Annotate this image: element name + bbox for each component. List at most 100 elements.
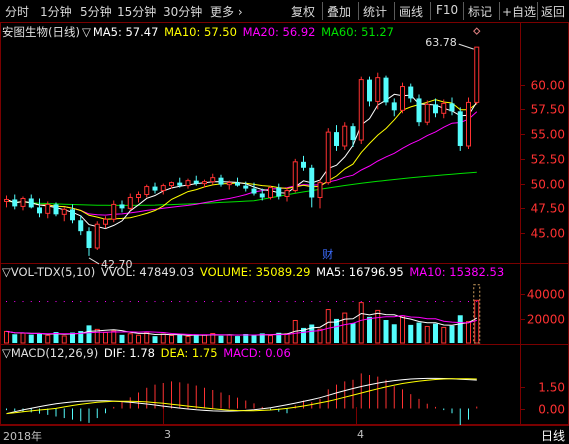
volume-bar bbox=[268, 335, 273, 344]
volume-bar bbox=[119, 334, 125, 343]
macd-tick-label: 1.50 bbox=[538, 381, 565, 395]
candle-body bbox=[408, 86, 414, 99]
back-button[interactable]: 返回 bbox=[541, 5, 566, 19]
candle-body bbox=[301, 161, 306, 168]
volume-bar bbox=[358, 302, 364, 344]
volume-bar bbox=[169, 334, 174, 344]
volume-marker-dot bbox=[212, 301, 214, 303]
volume-marker-dot bbox=[385, 301, 387, 303]
candle-body bbox=[61, 208, 67, 215]
candle-body bbox=[136, 194, 141, 198]
volume-bar bbox=[202, 334, 207, 344]
volume-bar bbox=[86, 325, 92, 343]
volume-marker-dot bbox=[468, 301, 469, 303]
volume-marker-dot bbox=[138, 301, 139, 303]
candle-body bbox=[433, 104, 438, 114]
draw-line-button[interactable]: 画线 bbox=[399, 5, 424, 19]
mark-button[interactable]: 标记 bbox=[468, 5, 493, 19]
tab-intraday[interactable]: 分时 bbox=[5, 5, 30, 19]
ma60-line bbox=[6, 171, 477, 206]
tab-5min[interactable]: 5分钟 bbox=[80, 5, 112, 19]
volume-bar bbox=[37, 333, 42, 343]
candle-body bbox=[169, 182, 174, 187]
period-toolbar: 分时 1分钟 5分钟 15分钟 30分钟 更多 › 复权 叠加 统计 画线 F1… bbox=[0, 0, 569, 23]
info-diamond-icon bbox=[473, 27, 481, 35]
volume-bar bbox=[433, 323, 438, 343]
volume-bar bbox=[457, 315, 463, 343]
price-tick-label: 50.00 bbox=[531, 178, 565, 192]
candle-body bbox=[325, 131, 331, 184]
candle-body bbox=[160, 185, 166, 192]
candle-body bbox=[111, 203, 117, 220]
volume-bar bbox=[342, 312, 348, 344]
candle-body bbox=[235, 182, 240, 186]
volume-marker-dot bbox=[451, 301, 453, 303]
volume-marker-dot bbox=[426, 301, 428, 303]
candle-body bbox=[70, 209, 75, 221]
add-watchlist-button[interactable]: +自选 bbox=[502, 5, 537, 19]
ma20-line bbox=[6, 111, 478, 216]
volume-marker-dot bbox=[303, 301, 304, 303]
period-label[interactable]: 日线 bbox=[540, 429, 565, 443]
candle-body bbox=[342, 125, 348, 147]
statistics-button[interactable]: 统计 bbox=[363, 5, 388, 19]
volume-bar bbox=[441, 326, 447, 344]
candle-body bbox=[12, 199, 18, 207]
ma60-value: MA60: 51.27 bbox=[321, 25, 394, 39]
volume-bar bbox=[391, 324, 397, 343]
kline-chart-area[interactable]: 45.00 47.50 50.00 52.50 55.00 57.50 60.00 63.78… bbox=[0, 22, 569, 425]
volume-bar bbox=[334, 318, 339, 343]
macd-indicator-title[interactable]: ▽MACD(12,26,9) bbox=[2, 346, 99, 360]
volume-marker-dot bbox=[294, 301, 296, 303]
volume-bar bbox=[466, 321, 471, 344]
volume-marker-dot bbox=[72, 301, 73, 303]
volume-marker-dot bbox=[88, 301, 90, 303]
volume-marker-dot bbox=[245, 301, 247, 303]
volume-bar bbox=[400, 315, 405, 344]
macd-value: MACD: 0.06 bbox=[223, 346, 291, 360]
tab-more[interactable]: 更多 › bbox=[210, 5, 243, 19]
candle-body bbox=[375, 77, 381, 102]
volume-marker-dot bbox=[369, 301, 370, 303]
volume-marker-dot bbox=[336, 301, 337, 303]
volume-marker-dot bbox=[14, 301, 16, 303]
overlay-button[interactable]: 叠加 bbox=[327, 5, 352, 19]
candle-body bbox=[416, 98, 422, 123]
volume-marker-dot bbox=[402, 301, 403, 303]
volume-marker-dot bbox=[443, 301, 445, 303]
restore-rights-button[interactable]: 复权 bbox=[291, 5, 316, 19]
candle-body bbox=[276, 187, 282, 197]
tab-15min[interactable]: 15分钟 bbox=[117, 5, 157, 19]
candle-body bbox=[119, 204, 125, 209]
toolbar-divider bbox=[358, 2, 359, 20]
candle-body bbox=[86, 231, 92, 248]
volume-marker-dot bbox=[22, 301, 24, 303]
volume-bar bbox=[383, 320, 389, 343]
volume-bar bbox=[474, 299, 480, 344]
f10-button[interactable]: F10 bbox=[436, 3, 459, 17]
volume-marker-dot bbox=[154, 301, 156, 303]
volume-marker-dot bbox=[228, 301, 230, 303]
volume-marker-dot bbox=[352, 301, 354, 303]
tab-1min[interactable]: 1分钟 bbox=[40, 5, 72, 19]
legend-toggle-icon[interactable]: ▽ bbox=[81, 25, 91, 39]
date-axis: 2018年 3 4 日线 bbox=[0, 425, 569, 443]
volume-bar bbox=[70, 332, 75, 343]
tab-30min[interactable]: 30分钟 bbox=[163, 5, 203, 19]
candle-body bbox=[193, 180, 199, 184]
candle-body bbox=[152, 186, 158, 191]
main-legend: 安图生物(日线) ▽ MA5: 57.47 MA10: 57.50 MA20: 56… bbox=[2, 24, 396, 40]
volume-tick-label: 40000 bbox=[527, 288, 565, 302]
volume-marker-dot bbox=[270, 301, 271, 303]
volume-bar bbox=[251, 334, 257, 343]
price-tick-label: 60.00 bbox=[531, 79, 565, 93]
macd-legend: ▽MACD(12,26,9) DIF: 1.78 DEA: 1.75 MACD:… bbox=[2, 346, 293, 360]
candle-body bbox=[37, 207, 42, 214]
toolbar-divider bbox=[394, 2, 395, 20]
volume-marker-dot bbox=[187, 301, 189, 303]
volume-bar bbox=[408, 324, 414, 343]
vol-indicator-title[interactable]: ▽VOL-TDX(5,10) bbox=[2, 265, 96, 279]
candle-body bbox=[358, 79, 364, 141]
date-label-april: 4 bbox=[357, 428, 364, 441]
volume-marker-dot bbox=[96, 301, 98, 303]
